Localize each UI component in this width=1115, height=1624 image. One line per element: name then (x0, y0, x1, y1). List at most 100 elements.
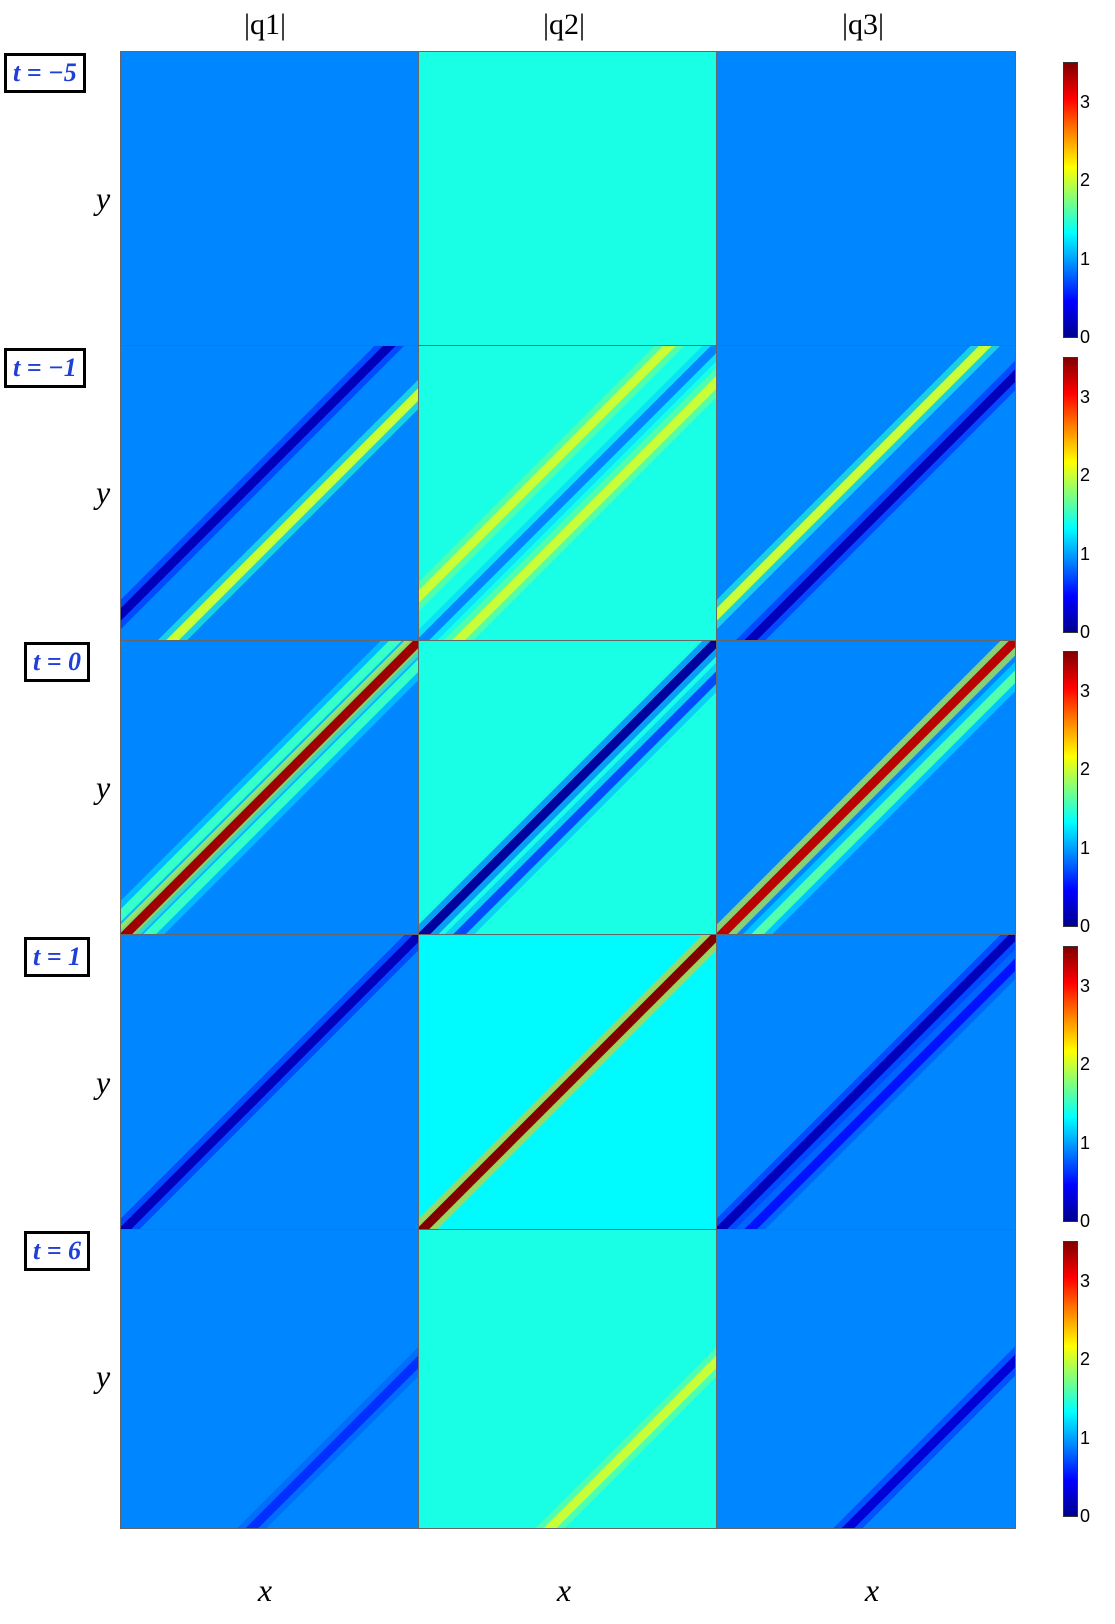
heatmap-stripe (740, 958, 1015, 1233)
colorbar-tick-label: 3 (1080, 1271, 1091, 1292)
heatmap-background (121, 52, 419, 350)
heatmap-svg (121, 346, 419, 644)
colorbar-tick-label: 1 (1080, 543, 1091, 564)
row-label-t-minus-5: t = −5 (4, 53, 86, 93)
colorbar (1063, 1241, 1078, 1517)
heatmap-panel (418, 51, 718, 351)
heatmap-stripe (841, 1354, 1015, 1528)
colorbar-tick-label: 1 (1080, 837, 1091, 858)
heatmap-background (717, 52, 1015, 350)
heatmap-stripe (717, 935, 1015, 1233)
heatmap-svg (419, 641, 717, 939)
heatmap-panel (716, 51, 1016, 351)
colorbar-tick-label: 2 (1080, 1054, 1091, 1075)
heatmap-svg (717, 641, 1015, 939)
heatmap-panel (716, 934, 1016, 1234)
colorbar-tick-label: 0 (1080, 916, 1091, 936)
heatmap-panel (716, 345, 1016, 645)
heatmap-svg (121, 1230, 419, 1528)
colorbar-tick-label: 2 (1080, 465, 1091, 486)
heatmap-background (717, 1230, 1015, 1528)
heatmap-stripe (121, 935, 419, 1233)
heatmap-background (419, 1230, 717, 1528)
heatmap-svg (419, 1230, 717, 1528)
heatmap-panel (418, 345, 718, 645)
heatmap-svg (717, 935, 1015, 1233)
heatmap-svg (121, 641, 419, 939)
heatmap-panel (716, 1229, 1016, 1529)
heatmap-stripe (419, 346, 676, 603)
heatmap-svg (419, 346, 717, 644)
row-label-t-6: t = 6 (24, 1231, 91, 1271)
heatmap-svg (717, 346, 1015, 644)
colorbar-tick-label: 1 (1080, 1427, 1091, 1448)
heatmap-panel (418, 640, 718, 940)
heatmap-background (717, 346, 1015, 644)
heatmap-stripe (740, 369, 1015, 644)
heatmap-svg (121, 935, 419, 1233)
heatmap-panel (418, 1229, 718, 1529)
colorbar-tick-label: 0 (1080, 1506, 1091, 1526)
heatmap-panel (120, 51, 420, 351)
heatmap-stripe (121, 641, 419, 939)
heatmap-svg (419, 935, 717, 1233)
heatmap-stripe (448, 375, 717, 644)
heatmap-background (419, 52, 717, 350)
column-title-q1: |q1| (243, 8, 286, 41)
heatmap-svg (121, 52, 419, 350)
colorbar (1063, 62, 1078, 338)
colorbar-tick-label: 3 (1080, 387, 1091, 408)
heatmap-stripe (121, 346, 396, 621)
colorbar-tick-label: 3 (1080, 92, 1091, 113)
heatmap-panel (120, 1229, 420, 1529)
colorbar (1063, 946, 1078, 1222)
column-title-q2: |q2| (542, 8, 585, 41)
heatmap-stripe (543, 1354, 717, 1528)
colorbar (1063, 357, 1078, 633)
y-axis-label-row4: y (96, 1064, 111, 1100)
colorbar-tick-label: 2 (1080, 759, 1091, 780)
column-title-q3: |q3| (841, 8, 884, 41)
colorbar-tick-label: 3 (1080, 681, 1091, 702)
x-axis-label-col3: x (864, 1572, 880, 1608)
heatmap-panel (716, 640, 1016, 940)
colorbar-tick-label: 1 (1080, 248, 1091, 269)
row-label-t-minus-1: t = −1 (4, 348, 86, 388)
heatmap-stripe (717, 346, 992, 621)
row-label-t-0: t = 0 (24, 642, 91, 682)
heatmap-panel (418, 934, 718, 1234)
heatmap-stripe (245, 1354, 419, 1528)
colorbar-tick-label: 0 (1080, 327, 1091, 347)
heatmap-panel (120, 640, 420, 940)
heatmap-svg (717, 52, 1015, 350)
heatmap-svg (419, 52, 717, 350)
heatmap-svg (717, 1230, 1015, 1528)
colorbar-tick-label: 1 (1080, 1132, 1091, 1153)
colorbar (1063, 651, 1078, 927)
colorbar-tick-label: 3 (1080, 976, 1091, 997)
y-axis-label-row5: y (96, 1358, 111, 1394)
heatmap-stripe (419, 935, 717, 1233)
heatmap-stripe (419, 346, 717, 644)
heatmap-stripe (746, 670, 1015, 939)
heatmap-background (121, 346, 419, 644)
heatmap-stripe (419, 641, 717, 939)
row-label-t-1: t = 1 (24, 937, 91, 977)
y-axis-label-row2: y (96, 474, 111, 510)
heatmap-background (121, 1230, 419, 1528)
heatmap-panel (120, 345, 420, 645)
heatmap-stripe (121, 641, 402, 922)
colorbar-tick-label: 2 (1080, 170, 1091, 191)
heatmap-panel (120, 934, 420, 1234)
heatmap-stripe (138, 658, 419, 939)
heatmap-stripe (717, 641, 1015, 939)
y-axis-label-row1: y (96, 180, 111, 216)
colorbar-tick-label: 0 (1080, 622, 1091, 642)
heatmap-stripe (448, 670, 717, 939)
y-axis-label-row3: y (96, 769, 111, 805)
colorbar-tick-label: 2 (1080, 1349, 1091, 1370)
x-axis-label-col1: x (257, 1572, 273, 1608)
colorbar-tick-label: 0 (1080, 1211, 1091, 1231)
heatmap-stripe (162, 387, 419, 644)
x-axis-label-col2: x (556, 1572, 572, 1608)
